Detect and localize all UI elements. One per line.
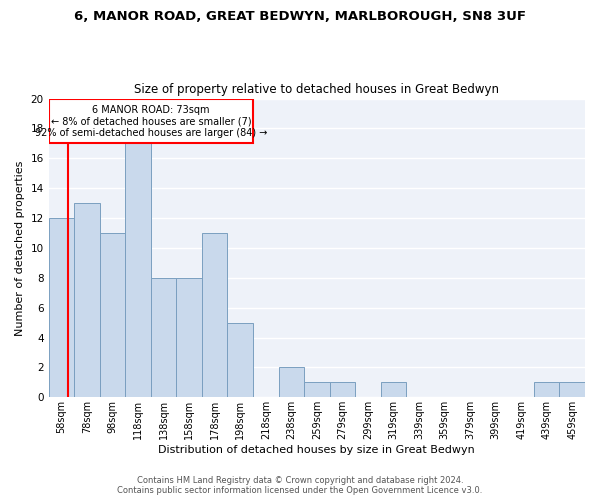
Title: Size of property relative to detached houses in Great Bedwyn: Size of property relative to detached ho… (134, 83, 499, 96)
Bar (534, 382, 559, 398)
Text: ← 8% of detached houses are smaller (7): ← 8% of detached houses are smaller (7) (50, 116, 251, 126)
Text: 6, MANOR ROAD, GREAT BEDWYN, MARLBOROUGH, SN8 3UF: 6, MANOR ROAD, GREAT BEDWYN, MARLBOROUGH… (74, 10, 526, 23)
Bar (380, 382, 406, 398)
Bar (100, 233, 125, 398)
Text: 6 MANOR ROAD: 73sqm: 6 MANOR ROAD: 73sqm (92, 104, 209, 115)
Bar (202, 233, 227, 398)
Bar (227, 322, 253, 398)
X-axis label: Distribution of detached houses by size in Great Bedwyn: Distribution of detached houses by size … (158, 445, 475, 455)
Y-axis label: Number of detached properties: Number of detached properties (15, 160, 25, 336)
Bar (151, 278, 176, 398)
Bar (329, 382, 355, 398)
Bar (559, 382, 585, 398)
Bar (278, 368, 304, 398)
Bar (125, 144, 151, 398)
Text: 92% of semi-detached houses are larger (84) →: 92% of semi-detached houses are larger (… (35, 128, 267, 138)
Bar (304, 382, 329, 398)
Bar (176, 278, 202, 398)
FancyBboxPatch shape (49, 98, 253, 144)
Bar (74, 203, 100, 398)
Bar (49, 218, 74, 398)
Text: Contains HM Land Registry data © Crown copyright and database right 2024.
Contai: Contains HM Land Registry data © Crown c… (118, 476, 482, 495)
